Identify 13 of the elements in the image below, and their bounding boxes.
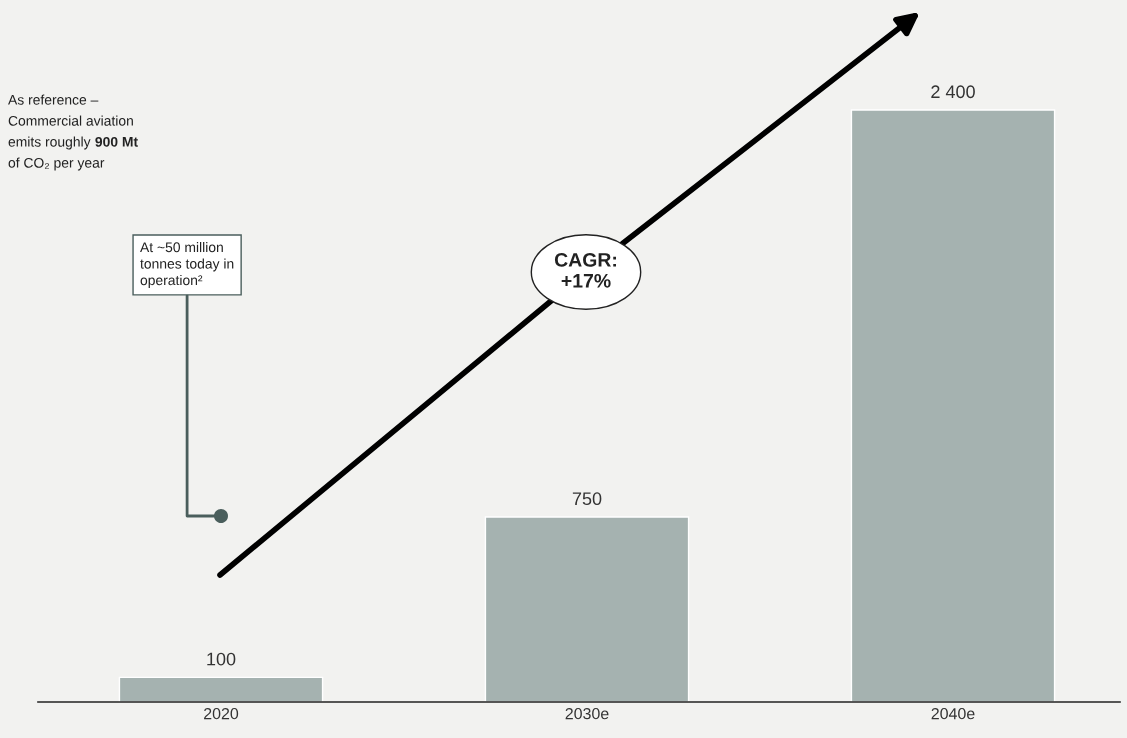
x-tick-label: 2020 — [204, 707, 239, 720]
annotation: of CO₂ per year — [8, 157, 105, 171]
x-tick-label: 2040e — [931, 707, 975, 720]
annotation: At ~50 million tonnes today in operation² — [140, 242, 234, 288]
data-label: 2 400 — [931, 85, 975, 99]
annotation: Commercial aviation — [8, 115, 133, 126]
annotation: 900 Mt — [95, 136, 138, 147]
text: As reference – — [8, 94, 99, 105]
data-label: 100 — [207, 652, 236, 666]
annotation: CAGR: +17% — [554, 252, 616, 288]
annotation: emits roughly — [8, 136, 91, 150]
data-label: 750 — [572, 492, 602, 506]
x-tick-label: 2030e — [565, 707, 609, 720]
